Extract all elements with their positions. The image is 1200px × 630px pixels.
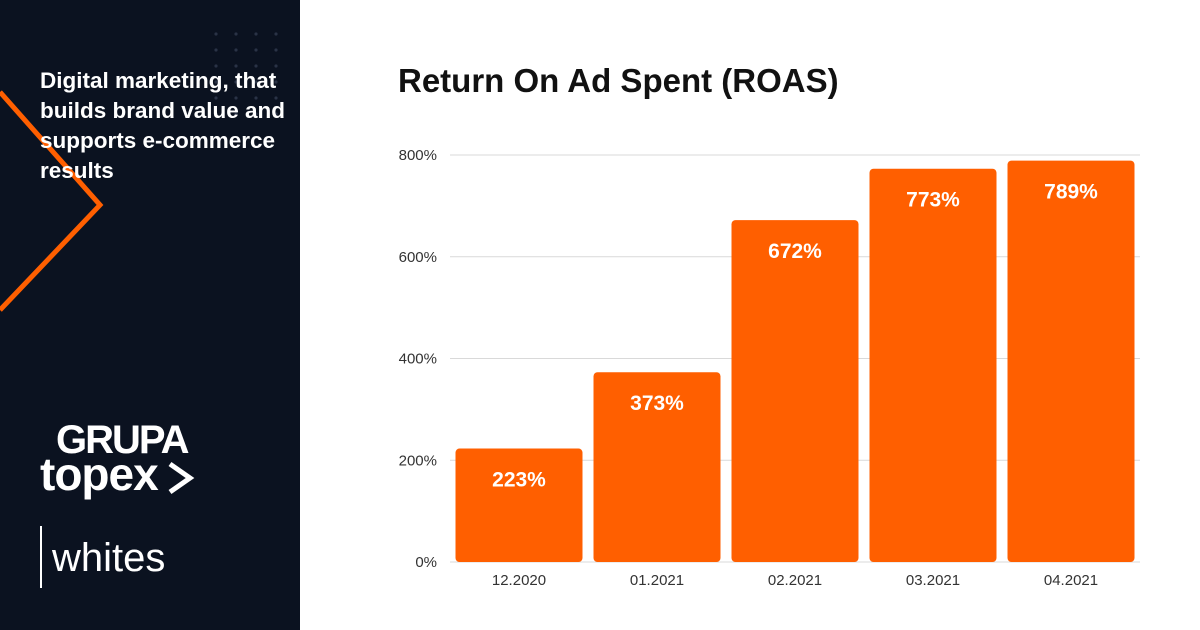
decor-dot [234,48,238,52]
logo-arrow-icon [168,461,195,495]
decor-dot [234,112,238,116]
logo-grupa-text: GRUPA [56,418,189,462]
bar-value-label: 773% [906,189,960,212]
decor-dot [274,96,278,100]
decor-dot [234,32,238,36]
chart-title: Return On Ad Spent (ROAS) [398,62,839,99]
decor-dot [254,80,258,84]
decor-dot [234,96,238,100]
bar-value-label: 789% [1044,181,1098,204]
decor-dot [254,32,258,36]
tagline: Digital marketing, that builds brand val… [40,68,286,183]
y-tick-label: 400% [399,351,437,368]
x-tick-label: 04.2021 [1044,572,1098,589]
whites-text: whites [52,536,166,580]
bar [593,372,721,562]
bar [455,448,583,562]
decor-dot [254,48,258,52]
accent-chevron-line [0,90,104,312]
x-tick-label: 03.2021 [906,572,960,589]
dot-grid [214,32,278,116]
decor-dot [274,32,278,36]
decor-dot [274,112,278,116]
x-tick-label: 01.2021 [630,572,684,589]
bar [869,168,997,562]
y-tick-label: 600% [399,249,437,266]
bar-value-label: 373% [630,392,684,415]
y-tick-label: 200% [399,452,437,469]
decor-dot [214,112,218,116]
y-tick-label: 0% [415,554,437,571]
data-labels: 223% 373% 672% 773% 789% [492,181,1098,492]
bar [1007,160,1135,562]
decor-dot [214,96,218,100]
bar [731,220,859,562]
decor-dot [214,32,218,36]
logo-topex-text: topex [40,448,159,500]
bars [455,160,1135,562]
decor-dot [254,96,258,100]
decor-dot [214,64,218,68]
x-tick-label: 12.2020 [492,572,546,589]
bar-value-label: 223% [492,469,546,492]
bar-value-label: 672% [768,240,822,263]
decor-dot [234,64,238,68]
decorative-graphic [0,32,278,312]
x-tick-label: 02.2021 [768,572,822,589]
x-axis-labels: 12.2020 01.2021 02.2021 03.2021 04.2021 [492,572,1098,589]
decor-dot [214,48,218,52]
decor-dot [214,80,218,84]
y-axis-labels: 0% 200% 400% 600% 800% [399,147,437,571]
whites-divider [40,526,42,588]
decor-dot [254,112,258,116]
decor-dot [274,48,278,52]
sidebar: Digital marketing, that builds brand val… [0,0,300,630]
y-tick-label: 800% [399,147,437,164]
decor-dot [274,64,278,68]
decor-dot [274,80,278,84]
decor-dot [234,80,238,84]
decor-dot [254,64,258,68]
